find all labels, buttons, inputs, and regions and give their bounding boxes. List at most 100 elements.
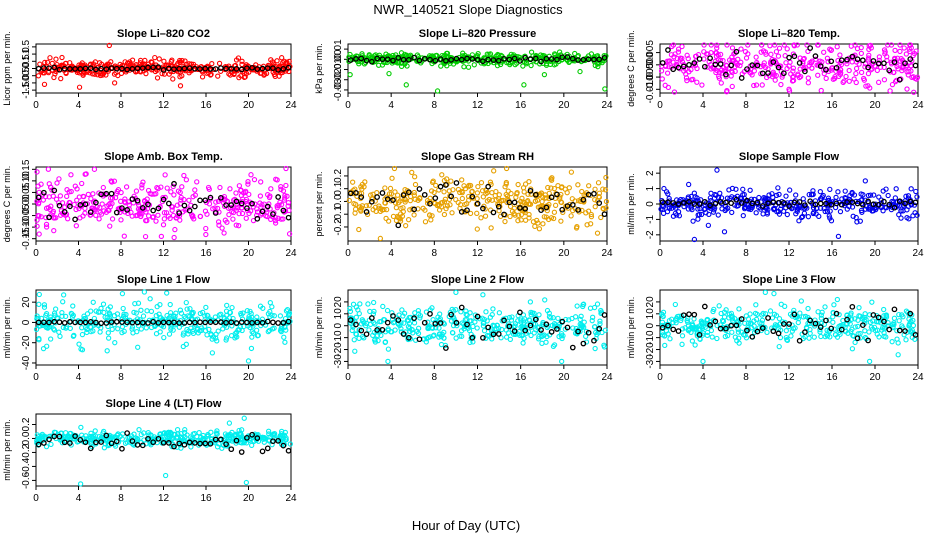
- data-point: [898, 208, 904, 214]
- hourly-point: [786, 203, 792, 209]
- data-point: [442, 342, 449, 349]
- data-point: [897, 42, 903, 48]
- data-point: [843, 73, 849, 80]
- y-tick-label: -0.15: [21, 227, 32, 250]
- data-point: [792, 325, 798, 331]
- hourly-point: [564, 203, 571, 209]
- data-point: [179, 73, 185, 79]
- data-point: [174, 426, 181, 433]
- data-point: [366, 327, 372, 333]
- data-point: [502, 218, 508, 225]
- hourly-point: [838, 201, 845, 208]
- hourly-point: [103, 66, 110, 72]
- data-point: [169, 207, 175, 213]
- hourly-point: [427, 310, 433, 317]
- data-point: [178, 194, 184, 201]
- hourly-point: [812, 201, 819, 208]
- data-point: [194, 325, 201, 331]
- data-point: [786, 63, 792, 69]
- data-point: [173, 435, 180, 441]
- data-point: [893, 77, 900, 84]
- data-point: [52, 312, 58, 318]
- hourly-point: [270, 438, 276, 445]
- data-point: [749, 72, 755, 78]
- data-point: [564, 57, 571, 64]
- x-tick-label: 4: [76, 372, 82, 383]
- x-tick-label: 24: [912, 100, 924, 111]
- data-point: [768, 51, 774, 57]
- hourly-point: [780, 199, 787, 206]
- hourly-point: [828, 58, 835, 65]
- data-point: [443, 205, 449, 212]
- hourly-point: [416, 336, 423, 343]
- data-point: [56, 176, 62, 182]
- data-point: [862, 197, 868, 203]
- hourly-point: [400, 56, 407, 63]
- data-point: [107, 223, 113, 229]
- x-tick-label: 0: [33, 248, 39, 259]
- data-point: [695, 216, 701, 222]
- hourly-point: [749, 333, 756, 340]
- panel-title: Slope Line 1 Flow: [117, 274, 210, 286]
- data-point: [489, 197, 495, 203]
- hourly-point: [150, 319, 157, 325]
- data-point: [450, 187, 456, 193]
- hourly-point: [259, 319, 266, 326]
- x-tick-label: 24: [285, 493, 297, 504]
- data-point: [853, 79, 859, 86]
- hourly-point: [717, 199, 724, 205]
- hourly-point: [134, 319, 141, 326]
- hourly-point: [186, 319, 193, 326]
- hourly-point: [108, 65, 115, 71]
- x-tick-label: 0: [345, 372, 351, 383]
- data-point: [96, 216, 102, 222]
- data-point: [757, 320, 763, 326]
- data-point: [842, 188, 848, 194]
- data-point: [783, 334, 789, 341]
- y-tick-label: -0.6: [21, 471, 32, 489]
- outlier-point: [76, 84, 83, 90]
- data-point: [756, 194, 762, 201]
- hourly-point: [511, 328, 518, 335]
- hourly-point: [749, 62, 756, 69]
- data-point: [729, 316, 736, 322]
- hourly-point: [51, 433, 58, 440]
- data-point: [398, 50, 405, 56]
- data-point: [661, 333, 668, 339]
- hourly-point: [707, 55, 713, 62]
- data-point: [526, 178, 532, 185]
- hourly-point: [82, 319, 89, 326]
- data-point: [182, 427, 188, 433]
- data-point: [221, 314, 227, 321]
- hourly-point: [886, 67, 893, 74]
- hourly-point: [437, 320, 444, 326]
- hourly-point: [675, 201, 682, 207]
- data-point: [789, 328, 795, 334]
- data-point: [79, 347, 86, 353]
- hourly-point: [353, 321, 359, 328]
- data-point: [575, 182, 581, 188]
- hourly-point: [453, 180, 460, 186]
- data-point: [730, 57, 737, 64]
- hourly-point: [155, 319, 162, 326]
- data-point: [810, 210, 816, 217]
- outlier-point: [818, 87, 824, 94]
- hourly-point: [437, 183, 444, 190]
- hourly-point: [796, 199, 803, 205]
- hourly-point: [802, 68, 808, 75]
- data-point: [402, 186, 408, 193]
- data-point: [704, 329, 711, 336]
- hourly-point: [585, 329, 592, 336]
- data-point: [666, 324, 672, 330]
- hourly-point: [870, 201, 877, 208]
- data-point: [464, 201, 470, 207]
- data-point: [459, 195, 465, 202]
- hourly-point: [165, 440, 172, 446]
- data-point: [753, 82, 760, 88]
- data-point: [283, 165, 289, 172]
- data-point: [152, 68, 159, 75]
- hourly-point: [150, 64, 157, 71]
- hourly-point: [129, 319, 136, 326]
- data-point: [585, 208, 592, 214]
- data-point: [479, 315, 485, 321]
